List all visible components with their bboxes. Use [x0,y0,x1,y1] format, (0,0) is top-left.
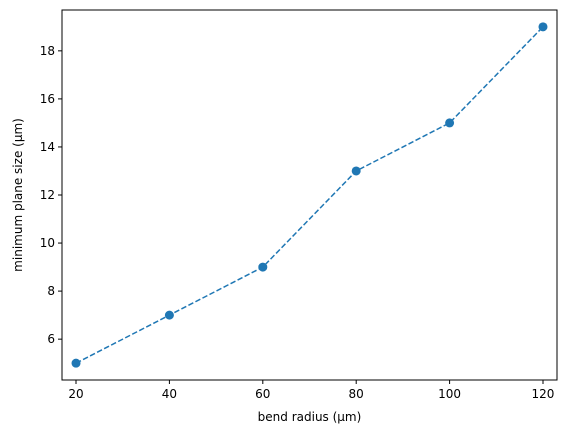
x-tick-label: 120 [532,387,555,401]
axes-frame [61,9,558,381]
data-point [164,310,174,320]
y-tick-label: 12 [40,188,55,202]
x-axis-label: bend radius (μm) [258,410,362,424]
data-point [258,262,268,272]
y-tick-label: 18 [40,44,55,58]
data-point [445,118,455,128]
x-tick-label: 100 [438,387,461,401]
y-tick-label: 16 [40,92,55,106]
data-point [71,358,81,368]
data-point [538,22,548,32]
series-line [75,26,544,364]
x-axis-ticks: 20 40 60 80 100 120 [68,380,554,401]
x-tick-label: 60 [255,387,270,401]
x-tick-label: 80 [349,387,364,401]
x-tick-label: 40 [162,387,177,401]
y-tick-label: 10 [40,236,55,250]
y-tick-label: 6 [47,332,55,346]
y-tick-label: 14 [40,140,55,154]
y-tick-label: 8 [47,284,55,298]
y-axis-label: minimum plane size (μm) [11,118,25,272]
data-point [351,166,361,176]
y-axis-ticks: 6 8 10 12 14 16 18 [40,44,62,346]
series-layer [71,22,548,368]
x-tick-label: 20 [68,387,83,401]
